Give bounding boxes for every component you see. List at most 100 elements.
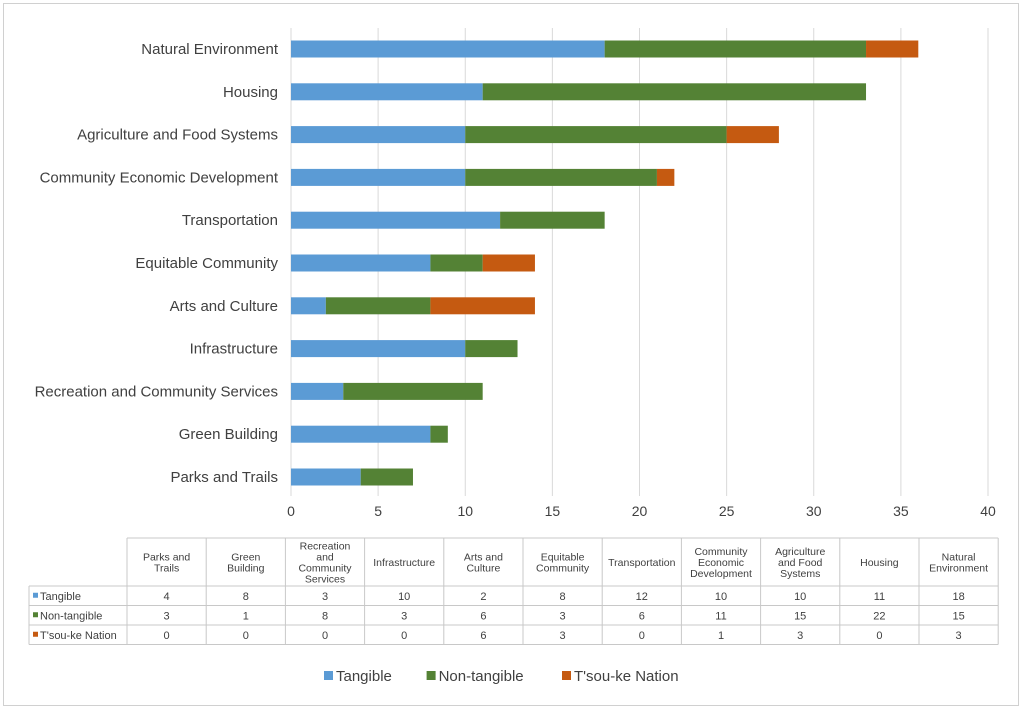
bar-segment [430,297,535,315]
category-label: Natural Environment [141,41,279,58]
stacked-bar-chart: Natural Environment Housing Agriculture an… [28,28,999,685]
bar-segment [430,254,483,272]
category-label: Equitable Community [135,255,278,272]
table-cell: 15 [952,610,964,622]
table-cell: 10 [398,591,410,603]
table-cell: 4 [164,591,170,603]
x-tick-label: 0 [287,503,295,519]
table-cell: 8 [322,610,328,622]
legend-label: Tangible [336,668,392,685]
category-label: Parks and Trails [170,469,278,486]
x-tick-label: 10 [457,503,473,519]
table-header: Natural Environment [929,552,988,575]
category-label: Recreation and Community Services [35,383,278,400]
legend-label: T'sou-ke Nation [574,668,679,685]
bar-segment [325,297,431,315]
bar-segment [500,211,605,229]
table-cell: 0 [164,630,170,642]
bar-segment [465,340,518,358]
category-labels: Natural Environment Housing Agriculture an… [35,41,279,486]
table-cell: 3 [560,630,566,642]
table-cell: 3 [956,630,962,642]
category-label: Green Building [179,426,278,443]
bar-segment [291,382,344,400]
bar-segment [291,297,326,315]
table-row-label: Tangible [40,591,81,603]
table-cell: 18 [952,591,964,603]
bars [291,40,919,486]
table-cell: 0 [243,630,249,642]
table-cell: 6 [480,630,486,642]
table-legend-key [33,592,38,598]
x-tick-label: 20 [632,503,648,519]
bar-segment [291,40,605,58]
table-cell: 3 [560,610,566,622]
table-header: Housing [860,557,899,569]
table-header: Infrastructure [373,557,435,569]
table-cell: 3 [322,591,328,603]
bar-segment [465,126,727,144]
table-cell: 3 [797,630,803,642]
table-cell: 1 [243,610,249,622]
bar-segment [866,40,919,58]
table-header: Parks and Trails [143,552,190,575]
table-cell: 22 [873,610,885,622]
legend-label: Non-tangible [439,668,524,685]
table-header: Agriculture and Food Systems [775,546,825,580]
bar-segment [291,83,483,101]
bar-segment [291,168,466,186]
x-tick-label: 25 [719,503,735,519]
x-tick-label: 15 [545,503,561,519]
bar-segment [291,211,501,229]
legend-swatch [324,671,333,680]
x-tick-label: 5 [374,503,382,519]
table-cell: 3 [401,610,407,622]
table-header: Community Economic Development [690,546,752,580]
table-cell: 0 [639,630,645,642]
legend-swatch [426,671,436,680]
x-tick-label: 30 [806,503,822,519]
category-label: Community Economic Development [40,169,279,186]
legend-swatch [562,671,571,680]
category-label: Infrastructure [190,341,278,358]
table-legend-key [33,631,38,637]
table-cell: 0 [322,630,328,642]
gridlines [290,28,989,496]
table-cell: 3 [164,610,170,622]
table-cell: 0 [876,630,882,642]
table-cell: 0 [401,630,407,642]
table-header: Transportation [608,557,675,569]
category-label: Agriculture and Food Systems [77,127,278,144]
table-header: Recreation and Community Services [298,541,352,586]
category-label: Housing [223,84,278,101]
table-cell: 10 [794,591,806,603]
x-tick-label: 40 [980,503,996,519]
bar-segment [656,168,675,186]
table-cell: 11 [874,591,885,603]
table-cell: 15 [794,610,806,622]
bar-segment [465,168,657,186]
x-tick-label: 35 [893,503,909,519]
bar-segment [360,468,413,486]
bar-segment [291,126,466,144]
category-label: Transportation [182,212,278,229]
table-row-label: T'sou-ke Nation [40,630,117,642]
table-cell: 1 [718,630,724,642]
table-row-label: Non-tangible [40,610,102,622]
data-table: Parks and Trails Green Building Recreation an… [28,537,999,645]
bar-segment [291,340,466,358]
bar-segment [482,254,535,272]
bar-segment [291,468,361,486]
table-cell: 10 [715,591,727,603]
bar-segment [291,425,431,443]
table-legend-key [33,612,38,618]
bar-segment [726,126,779,144]
table-header: Equitable Community [536,552,590,575]
table-cell: 12 [636,591,648,603]
legend: Tangible Non-tangible T'sou-ke Nation [324,668,679,685]
table-cell: 11 [715,610,726,622]
table-cell: 8 [560,591,566,603]
bar-segment [482,83,867,101]
bar-segment [343,382,483,400]
table-cell: 6 [480,610,486,622]
